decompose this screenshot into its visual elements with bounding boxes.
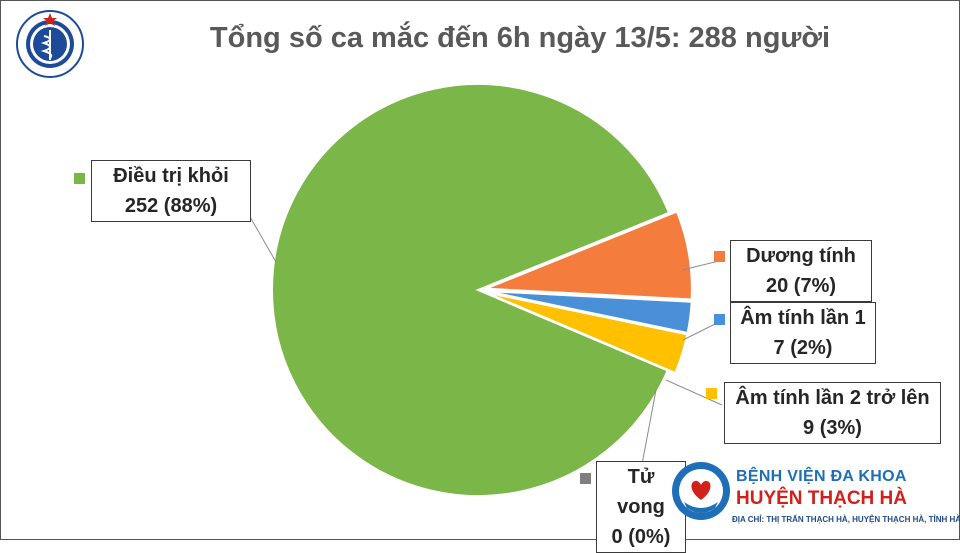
label-tu-vong-name: Tử vong	[617, 466, 665, 518]
legend-swatch-am-tinh-lan-2	[706, 388, 717, 399]
label-duong-tinh: Dương tính 20 (7%)	[730, 240, 872, 302]
label-am-tinh-lan-2-value: 9 (3%)	[803, 417, 862, 439]
label-am-tinh-lan-1-name: Âm tính lần 1	[740, 307, 866, 329]
legend-swatch-am-tinh-lan-1	[714, 314, 725, 325]
label-duong-tinh-name: Dương tính	[746, 245, 856, 267]
hospital-name-line1: BỆNH VIỆN ĐA KHOA	[736, 468, 907, 485]
label-dieu-tri-khoi-value: 252 (88%)	[124, 195, 218, 217]
label-am-tinh-lan-2-name: Âm tính lần 2 trở lên	[735, 387, 930, 409]
label-am-tinh-lan-1-value: 7 (2%)	[773, 337, 833, 359]
pie-slice-4	[271, 83, 671, 497]
pie-slice-2	[485, 291, 689, 375]
leader-line-3	[665, 379, 723, 406]
label-dieu-tri-khoi-name: Điều trị khỏi	[113, 165, 229, 187]
hospital-logo: BỆNH VIỆN ĐA KHOA HUYỆN THẠCH HÀ ĐỊA CHỈ…	[668, 458, 960, 528]
legend-swatch-dieu-tri-khoi	[74, 173, 85, 184]
pie-slice-1	[485, 290, 693, 335]
hospital-name-line2: HUYỆN THẠCH HÀ	[736, 488, 907, 509]
hospital-emblem-icon	[672, 462, 730, 520]
legend-swatch-duong-tinh	[714, 251, 725, 262]
pie-chart	[237, 83, 724, 497]
label-am-tinh-lan-1: Âm tính lần 1 7 (2%)	[730, 302, 876, 364]
chart-title: Tổng số ca mắc đến 6h ngày 13/5: 288 ngư…	[209, 22, 831, 54]
ministry-of-health-logo	[10, 8, 90, 80]
leader-line-4	[639, 389, 657, 476]
label-dieu-tri-khoi: Điều trị khỏi 252 (88%)	[91, 160, 251, 222]
legend-swatch-tu-vong	[580, 473, 591, 484]
pie-slice-0	[485, 210, 693, 301]
label-duong-tinh-value: 20 (7%)	[765, 275, 837, 297]
label-am-tinh-lan-2: Âm tính lần 2 trở lên 9 (3%)	[724, 382, 941, 444]
hospital-address: ĐỊA CHỈ: THỊ TRẤN THẠCH HÀ, HUYỆN THẠCH …	[732, 515, 960, 524]
